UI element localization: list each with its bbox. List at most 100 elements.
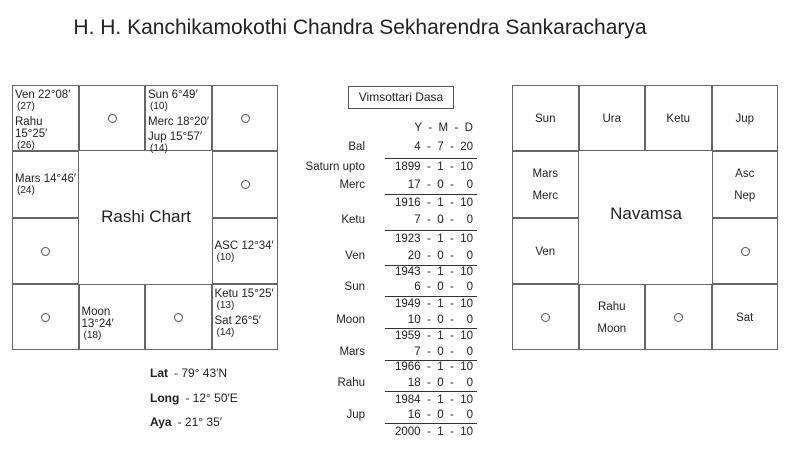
navamsa-house: Sun (512, 85, 579, 152)
empty-house-circle-icon (240, 180, 250, 190)
navamsa-chart-label: Navamsa (610, 204, 682, 224)
planet-degree: ASC 12°34′ (214, 239, 274, 252)
dasa-planet: Ketu (341, 214, 365, 226)
dasa-start-value: 1899 - 1 - 10 (395, 161, 473, 173)
dasa-header: Y - M - D (414, 122, 473, 134)
dasa-planet: Jup (346, 409, 365, 421)
navamsa-planet: Jup (735, 113, 755, 125)
dasa-start-label: Saturn upto (305, 161, 365, 173)
dasa-end-date: 1984 - 1 - 10 (395, 394, 473, 406)
divider (385, 158, 477, 159)
info-label: Lat (150, 366, 168, 380)
navamsa-planet: Ven (535, 245, 556, 258)
dasa-end-date: 1923 - 1 - 10 (395, 233, 473, 245)
planet-degree: Merc 18°20′ (148, 116, 210, 128)
planet-degree: Jup 15°57′ (148, 131, 203, 143)
navamsa-house: Sat (711, 283, 778, 350)
dasa-end-date: 1949 - 1 - 10 (395, 298, 473, 310)
dasa-duration: 6 - 0 - 0 (414, 281, 473, 293)
planet-degree: Moon 13°24′ (81, 305, 114, 330)
navamsa-house: Ura (578, 85, 645, 152)
nakshatra-number: (14) (150, 143, 168, 154)
divider (385, 391, 477, 392)
divider (385, 230, 477, 231)
nakshatra-number: (27) (17, 101, 35, 112)
dasa-duration: 10 - 0 - 0 (407, 314, 473, 326)
navamsa-planet: Ura (602, 113, 622, 125)
nakshatra-number: (13) (216, 299, 235, 311)
navamsa-planet: Merc (532, 190, 559, 203)
planet-position: Rahu 15°25′ (26) (15, 116, 78, 152)
dasa-planet: Moon (336, 314, 365, 326)
rashi-house (78, 85, 145, 152)
rashi-house: ASC 12°34′ (10) (211, 217, 278, 284)
empty-house-circle-icon (674, 312, 684, 322)
dasa-planet: Ven (345, 250, 365, 262)
divider (385, 328, 477, 329)
dasa-title: Vimsottari Dasa (348, 86, 454, 109)
dasa-duration: 7 - 0 - 0 (414, 214, 473, 226)
planet-position: Merc 18°20′ (148, 116, 211, 128)
empty-house-circle-icon (740, 246, 750, 256)
dasa-duration: 18 - 0 - 0 (407, 377, 473, 389)
empty-house-circle-icon (41, 312, 51, 322)
divider (385, 296, 477, 297)
navamsa-chart: Navamsa Sun Ura Ketu Jup Mars Merc Asc Nep Ven Ra… (512, 85, 778, 350)
nakshatra-number: (24) (17, 185, 35, 197)
navamsa-planet: Rahu (598, 300, 626, 313)
navamsa-planet: Nep (734, 190, 756, 203)
navamsa-planet: Sun (535, 113, 556, 125)
info-row: Long - 12° 50′E (150, 391, 238, 405)
planet-position: Moon 13°24′ (18) (82, 306, 145, 342)
empty-house-circle-icon (41, 246, 51, 256)
dasa-balance-value: 4 - 7 - 20 (414, 141, 473, 153)
dasa-end-date: 1943 - 1 - 10 (395, 266, 473, 278)
empty-house-circle-icon (240, 114, 250, 124)
rashi-house (12, 217, 79, 284)
dasa-duration: 16 - 0 - 0 (407, 409, 473, 421)
divider (385, 423, 477, 424)
empty-house-circle-icon (107, 114, 117, 124)
dasa-end-date: 1966 - 1 - 10 (395, 361, 473, 373)
navamsa-planet: Asc (735, 168, 755, 181)
divider (385, 265, 477, 266)
info-label: Long (150, 390, 180, 405)
info-row: Lat - 79° 43′N (150, 366, 227, 380)
nakshatra-number: (14) (216, 326, 235, 338)
planet-degree: Ketu 15°25′ (214, 287, 274, 300)
planet-position: ASC 12°34′ (10) (215, 240, 278, 264)
info-label: Aya (150, 415, 172, 429)
planet-degree: Ven 22°08′ (15, 89, 71, 101)
navamsa-house: Ketu (645, 85, 712, 152)
info-value: - 21° 35′ (177, 415, 222, 429)
navamsa-house (645, 283, 712, 350)
dasa-planet: Sun (344, 281, 365, 293)
planet-position: Mars 14°46′ (24) (15, 173, 78, 197)
navamsa-house: Mars Merc (512, 151, 579, 218)
navamsa-house: Asc Nep (711, 151, 778, 218)
dasa-end-date: 1959 - 1 - 10 (395, 330, 473, 342)
dasa-end-date: 2000 - 1 - 10 (395, 426, 473, 438)
planet-position: Ven 22°08′ (27) (15, 89, 78, 113)
dasa-planet: Rahu (337, 377, 366, 389)
planet-degree: Rahu 15°25′ (15, 116, 48, 140)
empty-house-circle-icon (541, 312, 551, 322)
navamsa-planet: Ketu (666, 113, 691, 125)
planet-position: Sun 6°49′ (10) (148, 89, 211, 113)
nakshatra-number: (26) (17, 140, 35, 151)
divider (385, 194, 477, 195)
empty-house-circle-icon (174, 312, 184, 322)
dasa-planet: Merc (339, 179, 365, 191)
rashi-chart: Rashi Chart Ven 22°08′ (27) Rahu 15°25′ (26… (12, 85, 278, 350)
navamsa-house: Rahu Moon (578, 283, 645, 350)
navamsa-planet: Mars (532, 168, 559, 181)
dasa-planet: Mars (339, 346, 365, 358)
planet-position: Jup 15°57′ (14) (148, 131, 211, 155)
info-value: - 79° 43′N (174, 366, 228, 380)
rashi-house (211, 85, 278, 152)
rashi-house (12, 283, 79, 350)
dasa-end-date: 1916 - 1 - 10 (395, 197, 473, 209)
dasa-balance-label: Bal (348, 141, 365, 153)
page-title: H. H. Kanchikamokothi Chandra Sekharendr… (73, 16, 647, 39)
